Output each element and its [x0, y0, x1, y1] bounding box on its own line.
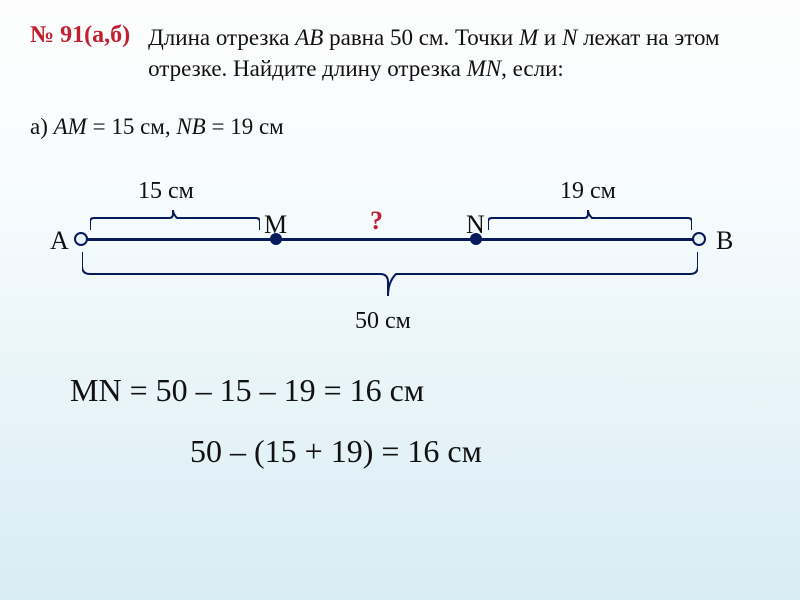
label-b: В [716, 226, 733, 256]
problem-number: № 91(а,б) [30, 22, 130, 49]
text: , если: [501, 56, 564, 81]
point-m: М [519, 25, 538, 50]
mn-equals: MN = [70, 372, 156, 408]
text: = 19 см [206, 114, 284, 139]
point-n: N [562, 25, 577, 50]
segment-diagram: 15 см 19 см А В М N ? 50 см [50, 180, 750, 350]
solution-line-2: 50 – (15 + 19) = 16 см [190, 421, 770, 482]
endpoint-b-icon [692, 232, 706, 246]
segment-mn: MN [467, 56, 502, 81]
brace-am [90, 208, 260, 234]
text: равна 50 см. Точки [323, 25, 519, 50]
text: Длина отрезка [148, 25, 295, 50]
text: = 15 см, [87, 114, 176, 139]
calc-1: 50 – 15 – 19 = 16 см [156, 372, 425, 408]
problem-statement: Длина отрезка АВ равна 50 см. Точки М и … [148, 22, 770, 84]
dimension-ab: 50 см [355, 308, 411, 335]
part-label: а) [30, 114, 54, 139]
am-label: АМ [54, 114, 87, 139]
endpoint-a-icon [74, 232, 88, 246]
dimension-am: 15 см [138, 178, 194, 205]
solution-line-1: MN = 50 – 15 – 19 = 16 см [70, 360, 770, 421]
nb-label: NB [176, 114, 205, 139]
brace-nb [488, 208, 692, 234]
label-m: М [264, 210, 287, 240]
part-a-condition: а) АМ = 15 см, NB = 19 см [30, 114, 770, 140]
segment-ab: АВ [295, 25, 323, 50]
dimension-nb: 19 см [560, 178, 616, 205]
brace-ab [82, 252, 698, 308]
solution-block: MN = 50 – 15 – 19 = 16 см 50 – (15 + 19)… [70, 360, 770, 482]
segment-line [80, 238, 700, 241]
text: и [538, 25, 562, 50]
label-n: N [466, 210, 485, 240]
question-mark: ? [370, 206, 383, 236]
label-a: А [50, 226, 69, 256]
